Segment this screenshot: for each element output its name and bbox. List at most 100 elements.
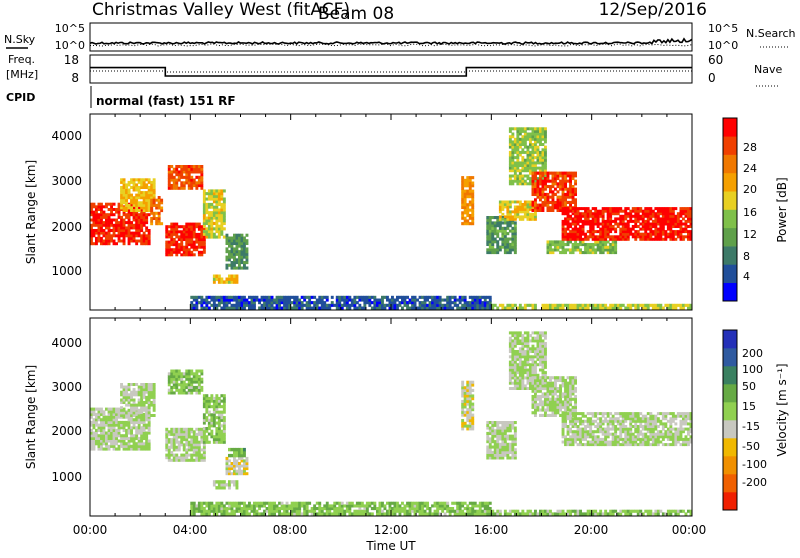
velocity-cells-cell — [145, 383, 148, 386]
velocity-cells-cell — [236, 483, 239, 486]
velocity-cells-cell — [542, 403, 545, 406]
power-cells-cell — [519, 172, 522, 175]
power-cells-cell — [519, 180, 522, 183]
power-cells-cell — [489, 246, 492, 249]
power-cells-cell — [511, 143, 514, 146]
power-cells-cell — [135, 229, 138, 232]
velocity-cells-cell — [115, 429, 118, 432]
power-cells-cell — [597, 304, 600, 307]
velocity-cells-cell — [564, 425, 567, 428]
velocity-cells-cell — [527, 379, 530, 382]
power-cells-cell — [128, 216, 131, 219]
velocity-cells-cell — [519, 331, 522, 334]
velocity-cells-cell — [567, 392, 570, 395]
power-cells-cell — [537, 180, 540, 183]
velocity-cells-cell — [574, 400, 577, 403]
power-cells-cell — [203, 192, 206, 195]
power-cells-cell — [118, 226, 121, 229]
power-cells-cell — [469, 176, 472, 179]
power-cells-cell — [521, 161, 524, 164]
velocity-cells-cell — [133, 414, 136, 417]
power-cells-cell — [373, 304, 376, 307]
power-cells-cell — [150, 181, 153, 184]
velocity-cells-cell — [165, 438, 168, 441]
power-cells-cell — [524, 175, 527, 178]
power-cells-cell — [669, 210, 672, 213]
velocity-cells-cell — [461, 403, 464, 406]
velocity-cells-cell — [193, 451, 196, 454]
power-cells-cell — [190, 233, 193, 236]
power-cells-cell — [178, 243, 181, 246]
velocity-cells-cell — [218, 411, 221, 414]
power-cells-cell — [534, 204, 537, 207]
power-cells-cell — [672, 215, 675, 218]
power-cells-cell — [301, 307, 304, 310]
power-cells-cell — [190, 176, 193, 179]
power-cells-cell — [195, 165, 198, 168]
velocity-cells-cell — [93, 434, 96, 437]
power-cells-cell — [103, 240, 106, 243]
power-cells-cell — [173, 181, 176, 184]
power-cells-cell — [103, 221, 106, 224]
power-cells-cell — [539, 172, 542, 175]
power-cells-cell — [627, 307, 630, 310]
power-cells-cell — [677, 233, 680, 236]
velocity-cells-cell — [562, 382, 565, 385]
power-cells-cell — [607, 207, 610, 210]
velocity-cells-cell — [175, 456, 178, 459]
velocity-cells-cell — [567, 403, 570, 406]
power-cells-cell — [384, 296, 387, 299]
power-cells-cell — [514, 304, 517, 307]
power-cells-cell — [509, 143, 512, 146]
velocity-cells-cell — [113, 410, 116, 413]
power-cells-cell — [486, 301, 489, 304]
power-cells-cell — [572, 177, 575, 180]
power-cells-cell — [609, 228, 612, 231]
power-cells-cell — [501, 304, 504, 307]
power-cells-cell — [582, 307, 585, 310]
power-cells-cell — [524, 127, 527, 130]
velocity-cells-cell — [220, 394, 223, 397]
power-cells-cell — [552, 204, 555, 207]
velocity-cells-cell — [511, 374, 514, 377]
power-cells-cell — [594, 240, 597, 243]
power-cells-cell — [589, 248, 592, 251]
power-cells-cell — [228, 296, 231, 299]
velocity-cells-cell — [557, 379, 560, 382]
power-cells-cell — [609, 207, 612, 210]
velocity-cells-cell — [98, 410, 101, 413]
velocity-cells-cell — [98, 437, 101, 440]
power-cells-cell — [539, 209, 542, 212]
power-cells-cell — [542, 161, 545, 164]
velocity-cells-cell — [145, 432, 148, 435]
power-cells-cell — [582, 251, 585, 254]
power-cells-cell — [521, 164, 524, 167]
velocity-cells-cell — [491, 424, 494, 427]
velocity-cells-cell — [178, 378, 181, 381]
velocity-cells-cell — [208, 413, 211, 416]
velocity-cells-cell — [509, 437, 512, 440]
velocity-cells-cell — [180, 428, 183, 431]
velocity-cells-cell — [185, 441, 188, 444]
velocity-cells-cell — [511, 361, 514, 364]
power-cells-cell — [534, 167, 537, 170]
power-cells-cell — [158, 220, 161, 223]
power-cells-cell — [577, 233, 580, 236]
freq-tick-bottom: 8 — [71, 71, 79, 85]
power-cells-cell — [195, 176, 198, 179]
velocity-cells-cell — [539, 369, 542, 372]
velocity-cells-cell — [213, 438, 216, 441]
power-cells-cell — [143, 204, 146, 207]
velocity-cells-cell — [193, 454, 196, 457]
power-cells-cell — [624, 217, 627, 220]
power-cells-cell — [544, 185, 547, 188]
velocity-cells-cell — [178, 448, 181, 451]
power-cells-cell — [123, 186, 126, 189]
velocity-cells-cell — [544, 387, 547, 390]
velocity-cells-cell — [205, 416, 208, 419]
power-cells-cell — [644, 210, 647, 213]
velocity-cells-cell — [516, 376, 519, 379]
power-cells-cell — [594, 207, 597, 210]
velocity-cells-cell — [511, 387, 514, 390]
power-cells-cell — [534, 127, 537, 130]
